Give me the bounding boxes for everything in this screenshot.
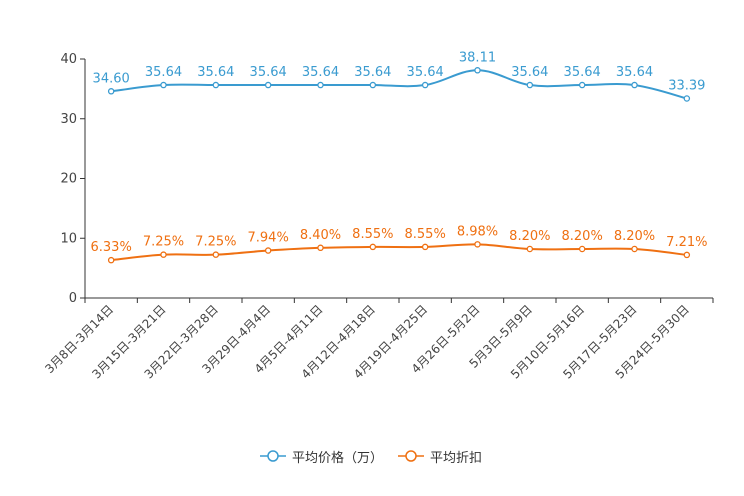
data-point[interactable] [683,95,691,102]
legend-item-avg-price[interactable]: 平均价格（万） [260,444,383,468]
data-point[interactable] [631,245,638,253]
data-point[interactable] [578,81,586,89]
legend-label-avg-price: 平均价格（万） [292,450,384,466]
data-label: 8.20% [614,229,655,244]
data-label: 35.64 [197,65,234,80]
data-label: 35.64 [250,65,287,80]
data-label: 7.94% [248,231,289,246]
data-label: 8.40% [300,228,341,243]
data-point[interactable] [631,81,638,89]
data-label: 35.64 [145,65,182,80]
data-point[interactable] [212,81,220,89]
data-label: 34.60 [93,71,130,86]
data-point[interactable] [107,256,115,264]
data-point[interactable] [160,251,167,258]
data-label: 35.64 [407,65,444,80]
data-point[interactable] [578,245,586,253]
data-label: 33.39 [668,78,705,93]
data-label: 38.11 [459,50,496,65]
y-tick-label: 10 [60,231,77,246]
line-chart: 0102030403月8日-3月14日3月15日-3月21日3月22日-3月28… [42,50,714,382]
data-label: 35.64 [354,65,391,80]
data-point[interactable] [369,243,377,251]
data-label: 35.64 [616,65,653,80]
data-point[interactable] [264,247,272,254]
data-point[interactable] [107,88,115,95]
data-label: 8.55% [405,227,446,242]
data-label: 7.21% [666,235,707,250]
data-label: 8.55% [352,227,393,242]
data-point[interactable] [317,244,324,252]
data-label: 7.25% [195,235,236,250]
data-label: 35.64 [302,65,339,80]
data-point[interactable] [526,245,534,253]
data-point[interactable] [160,81,167,89]
data-point[interactable] [526,81,534,89]
data-label: 8.98% [457,224,498,239]
data-point[interactable] [683,251,691,259]
data-label: 8.20% [562,229,603,244]
legend-marker-avg-price [260,450,286,462]
series-line-0 [111,69,688,100]
y-tick-label: 20 [60,172,77,187]
data-label: 35.64 [564,65,601,80]
data-point[interactable] [264,81,272,89]
data-label: 6.33% [91,240,132,255]
legend-label-avg-discount: 平均折扣 [430,450,483,466]
series-line-1 [111,243,687,262]
data-label: 7.25% [143,235,184,250]
y-tick-label: 40 [60,52,77,67]
data-point[interactable] [421,81,429,89]
data-point[interactable] [212,251,220,258]
y-tick-label: 30 [60,112,77,127]
data-point[interactable] [474,241,481,248]
legend-item-avg-discount[interactable]: 平均折扣 [398,444,482,468]
legend-marker-avg-discount [398,450,424,462]
data-point[interactable] [474,67,481,74]
data-label: 35.64 [511,65,548,80]
data-point[interactable] [421,243,429,251]
y-tick-label: 0 [69,291,77,306]
legend: 平均价格（万） 平均折扣 [0,444,744,468]
data-point[interactable] [317,81,324,89]
data-point[interactable] [369,81,377,89]
data-label: 8.20% [509,229,550,244]
